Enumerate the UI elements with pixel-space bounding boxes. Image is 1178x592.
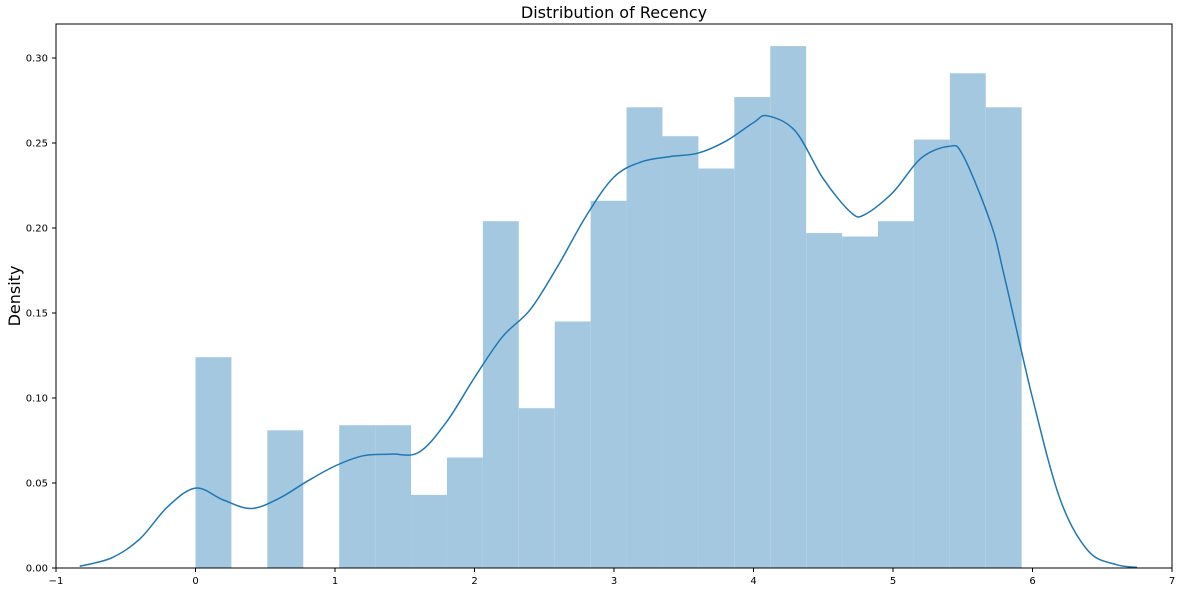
histogram-bar [770,46,807,569]
histogram-bar [554,321,591,568]
y-axis: 0.00 0.05 0.10 0.15 0.20 0.25 0.30 [26,54,56,575]
histogram-bars [195,46,1022,569]
x-axis: −1 0 1 2 3 4 5 6 7 [49,568,1175,587]
x-tick-label: 1 [332,576,338,587]
histogram-bar [411,494,447,568]
histogram-bar [518,408,555,568]
x-tick-label: 5 [890,576,896,587]
y-tick-label: 0.25 [26,139,48,150]
histogram-bar [913,139,950,568]
histogram-bar [590,200,627,569]
x-tick-label: 6 [1029,576,1035,587]
histogram-bar [482,221,519,568]
histogram-bar [195,357,232,568]
histogram-bar [806,233,843,568]
histogram-bar [662,136,699,568]
histogram-bar [985,107,1022,569]
y-tick-label: 0.15 [26,309,48,320]
histogram-bar [626,107,663,569]
histogram-bar [698,168,735,568]
chart-title: Distribution of Recency [521,3,707,22]
histogram-bar [267,430,304,568]
histogram-bar [446,457,483,568]
histogram-bar [842,236,878,568]
y-tick-label: 0.20 [26,224,48,235]
histogram-bar [949,73,986,569]
y-tick-label: 0.05 [26,479,48,490]
x-tick-label: 3 [611,576,617,587]
x-tick-label: 7 [1169,576,1175,587]
x-tick-label: 0 [192,576,198,587]
histogram-bar [734,97,771,568]
histogram-bar [878,221,914,568]
histogram-bar [339,425,376,568]
x-tick-label: 2 [471,576,477,587]
y-tick-label: 0.10 [26,394,48,405]
x-tick-label: −1 [49,576,64,587]
histogram-bar [375,425,412,568]
kde-curve [79,114,1138,569]
x-tick-label: 4 [750,576,756,587]
y-tick-label: 0.30 [26,54,48,65]
y-axis-label: Density [5,266,24,327]
y-tick-label: 0.00 [26,564,48,575]
